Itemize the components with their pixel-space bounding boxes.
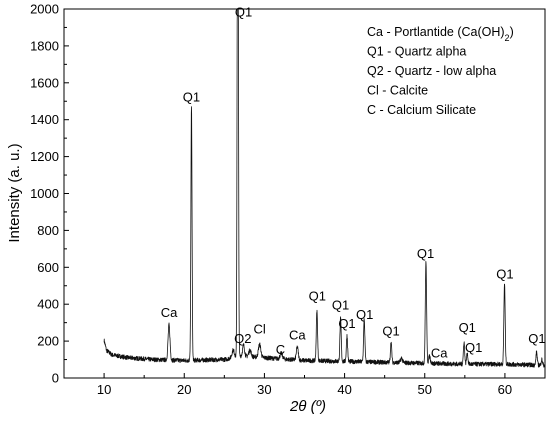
y-tick-label: 800 — [37, 223, 59, 238]
x-tick-label: 30 — [257, 382, 271, 397]
peak-label: Q2 — [234, 331, 251, 346]
peak-label: Q1 — [417, 246, 434, 261]
x-tick-label: 50 — [418, 382, 432, 397]
legend-entry: Q2 - Quartz - low alpha — [367, 64, 496, 78]
peak-label: Ca — [161, 305, 178, 320]
y-axis-ticks: 0 200 400 600 800 1000 1200 1400 1600 1800 2000 — [30, 2, 69, 386]
legend-entry: Ca - Portlantide (Ca(OH)2) — [367, 25, 514, 43]
peak-label: Q1 — [332, 298, 349, 313]
x-tick-label: 20 — [177, 382, 191, 397]
y-tick-label: 2000 — [30, 2, 59, 17]
y-tick-label: 1000 — [30, 186, 59, 201]
peak-label: Q1 — [183, 89, 200, 104]
peak-label: Ca — [289, 327, 306, 342]
x-axis-label: 2θ (º) — [289, 398, 326, 415]
peak-label: C — [276, 342, 285, 357]
peak-label: Q1 — [465, 340, 482, 355]
y-tick-label: 1800 — [30, 38, 59, 53]
peak-label: Q1 — [459, 320, 476, 335]
legend-entry: Q1 - Quartz alpha — [367, 45, 466, 59]
y-axis-label: Intensity (a. u.) — [6, 143, 23, 242]
peak-label: Q1 — [235, 4, 252, 19]
peak-label: Q1 — [356, 307, 373, 322]
legend-entry: Cl - Calcite — [367, 84, 428, 98]
peak-label: Q1 — [338, 316, 355, 331]
y-tick-label: 1600 — [30, 75, 59, 90]
y-tick-label: 200 — [37, 334, 59, 349]
x-tick-label: 10 — [97, 382, 111, 397]
peak-label: Q1 — [382, 324, 399, 339]
y-tick-label: 600 — [37, 260, 59, 275]
x-tick-label: 60 — [498, 382, 512, 397]
peak-label: Q1 — [528, 331, 545, 346]
xrd-pattern-line — [103, 8, 546, 368]
y-tick-label: 1400 — [30, 112, 59, 127]
legend-entry: C - Calcium Silicate — [367, 103, 476, 117]
x-tick-label: 40 — [337, 382, 351, 397]
x-axis-ticks: 10 20 30 40 50 60 — [63, 373, 546, 397]
y-tick-label: 0 — [52, 371, 59, 386]
peak-label: Ca — [431, 346, 448, 361]
legend: Ca - Portlantide (Ca(OH)2) Q1 - Quartz al… — [367, 25, 514, 117]
peak-label: Cl — [253, 322, 265, 337]
y-tick-label: 1200 — [30, 149, 59, 164]
peak-label: Q1 — [496, 266, 513, 281]
y-tick-label: 400 — [37, 297, 59, 312]
peak-label: Q1 — [309, 289, 326, 304]
series-layer — [103, 8, 546, 368]
